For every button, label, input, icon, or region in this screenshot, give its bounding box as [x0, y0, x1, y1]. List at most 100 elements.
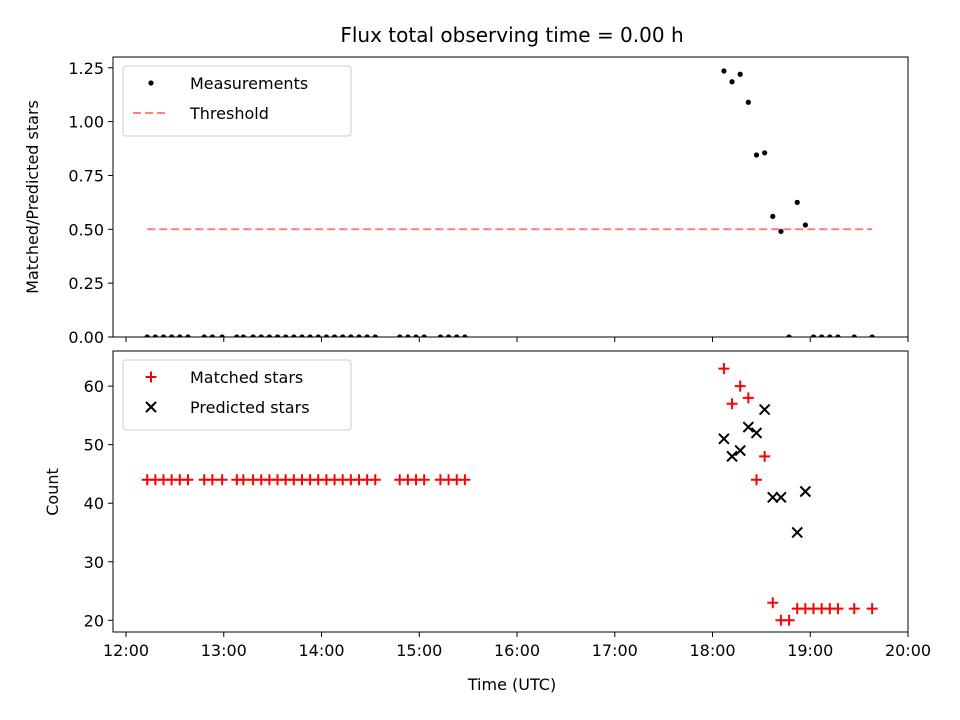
matched-star-point	[767, 597, 779, 609]
measurement-point	[169, 334, 175, 337]
measurement-point	[364, 334, 370, 337]
matched-star-point	[832, 603, 844, 615]
y-tick-label: 0.50	[68, 220, 104, 239]
predicted-star-point	[742, 421, 755, 433]
legend-label: Threshold	[189, 104, 269, 123]
measurement-point	[729, 79, 735, 85]
axes-frame	[112, 350, 909, 633]
measurement-point	[340, 334, 346, 337]
measurement-point	[372, 334, 378, 337]
legend-label: Matched stars	[190, 368, 303, 387]
top-y-axis-label: Matched/Predicted stars	[23, 100, 42, 294]
predicted-star-point	[750, 427, 763, 439]
x-tick-label: 13:00	[201, 641, 247, 660]
measurement-point	[299, 334, 305, 337]
x-tick-label: 16:00	[494, 641, 540, 660]
measurement-point	[160, 334, 167, 337]
matched-star-point	[182, 474, 194, 486]
y-tick-label: 1.25	[68, 59, 104, 78]
x-tick-label: 12:00	[103, 641, 149, 660]
matched-star-point	[418, 474, 430, 486]
measurement-point	[356, 334, 362, 337]
predicted-star-point	[767, 491, 779, 504]
matched-star-point	[750, 474, 762, 486]
measurement-point	[258, 334, 264, 337]
legend-dot-marker	[148, 80, 154, 86]
matched-star-point	[206, 474, 218, 486]
measurement-point	[234, 334, 240, 337]
y-tick-label: 0.00	[68, 328, 104, 347]
bottom-y-axis-label: Count	[43, 468, 62, 516]
measurement-point	[802, 222, 808, 228]
measurement-point	[315, 334, 321, 337]
matched-star-point	[718, 363, 730, 375]
measurement-point	[348, 334, 354, 337]
chart-title: Flux total observing time = 0.00 h	[340, 23, 683, 47]
predicted-star-point	[791, 526, 803, 539]
measurement-point	[266, 334, 272, 337]
measurement-point	[753, 152, 760, 158]
legend-x-marker	[145, 401, 157, 413]
matched-star-point	[734, 380, 746, 392]
measurement-point	[283, 334, 289, 337]
x-tick-label: 18:00	[689, 641, 735, 660]
x-tick-label: 20:00	[885, 641, 931, 660]
measurement-point	[819, 334, 825, 337]
top-panel: 0.00 0.25 0.50 0.75 1.00 1.25 Measurements Thre…	[68, 56, 909, 347]
y-tick-label: 40	[84, 494, 104, 513]
y-tick-label: 50	[84, 436, 104, 455]
predicted-star-point	[799, 485, 812, 498]
y-tick-label: 20	[84, 611, 104, 630]
predicted-star-point	[775, 491, 787, 504]
measurement-point	[405, 334, 411, 337]
measurement-point	[445, 334, 452, 337]
predicted-star-point	[726, 450, 738, 463]
plot-area	[144, 68, 875, 337]
measurement-point	[851, 334, 857, 337]
x-tick-label: 17:00	[592, 641, 638, 660]
measurement-point	[307, 334, 313, 337]
measurement-point	[827, 334, 833, 337]
measurement-point	[421, 334, 427, 337]
measurement-point	[437, 334, 444, 337]
matched-star-point	[237, 474, 249, 486]
measurement-point	[745, 99, 751, 105]
matched-star-point	[759, 450, 771, 462]
predicted-star-point	[734, 444, 746, 457]
matched-star-point	[459, 474, 471, 486]
measurement-point	[397, 334, 403, 337]
measurement-point	[209, 334, 215, 337]
y-tick-label: 0.25	[68, 274, 104, 293]
measurement-point	[201, 334, 207, 337]
axes-frame	[112, 56, 909, 338]
measurement-point	[737, 71, 743, 77]
measurement-point	[185, 334, 191, 337]
matched-star-point	[783, 614, 795, 626]
measurement-point	[462, 334, 468, 337]
predicted-star-point	[718, 433, 730, 445]
y-tick-label: 30	[84, 553, 104, 572]
measurement-point	[778, 228, 784, 235]
measurement-point	[794, 199, 800, 205]
measurement-point	[331, 334, 338, 337]
measurement-point	[323, 334, 330, 337]
y-tick-label: 1.00	[68, 113, 104, 132]
measurement-point	[240, 334, 246, 337]
x-tick-label: 15:00	[396, 641, 442, 660]
legend-plus-marker	[145, 371, 157, 383]
matched-star-point	[742, 392, 754, 404]
y-tick-label: 60	[84, 377, 104, 396]
measurement-point	[152, 334, 158, 337]
bottom-panel: 12:00 13:00 14:00 15:00 16:00 17:00 18:00 19:00…	[84, 350, 931, 660]
measurement-point	[835, 334, 841, 337]
measurement-point	[144, 334, 150, 337]
y-tick-label: 0.75	[68, 166, 104, 185]
measurement-point	[274, 334, 281, 337]
measurement-point	[721, 68, 727, 74]
x-tick-label: 19:00	[787, 641, 833, 660]
predicted-star-point	[758, 403, 771, 416]
measurement-point	[770, 213, 776, 219]
measurement-point	[177, 334, 183, 337]
matched-star-point	[369, 474, 381, 486]
measurement-point	[762, 150, 768, 156]
